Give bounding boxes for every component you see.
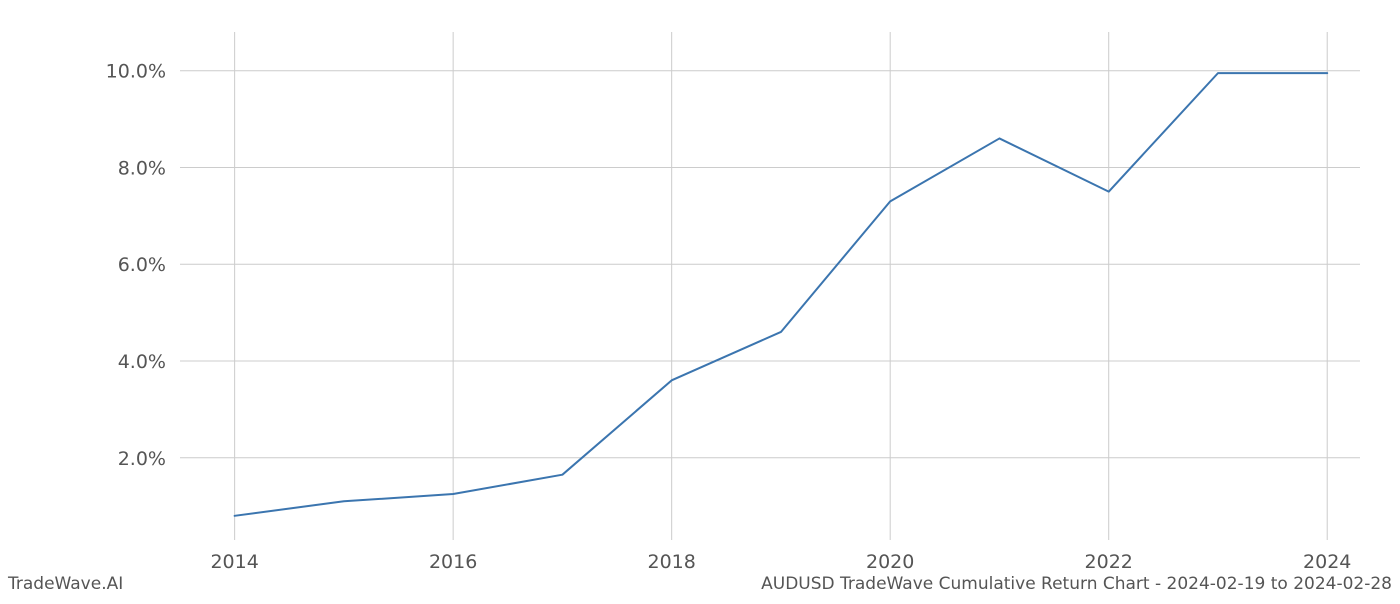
line-chart: 2014 2016 2018 2020 2022 2024 2.0% 4.0% 6.0% 8.0%… xyxy=(0,0,1400,600)
footer-right-text: AUDUSD TradeWave Cumulative Return Chart… xyxy=(761,574,1392,594)
footer-left-text: TradeWave.AI xyxy=(8,574,123,594)
y-tick-label: 4.0% xyxy=(118,351,166,373)
x-tick-label: 2016 xyxy=(429,551,477,573)
y-tick-label: 8.0% xyxy=(118,157,166,179)
y-tick-label: 10.0% xyxy=(106,61,166,83)
y-tick-label: 2.0% xyxy=(118,448,166,470)
x-tick-label: 2018 xyxy=(647,551,695,573)
x-tick-label: 2024 xyxy=(1303,551,1351,573)
x-tick-label: 2022 xyxy=(1085,551,1133,573)
x-tick-label: 2014 xyxy=(210,551,258,573)
chart-container: 2014 2016 2018 2020 2022 2024 2.0% 4.0% 6.0% 8.0%… xyxy=(0,0,1400,600)
x-tick-label: 2020 xyxy=(866,551,914,573)
y-tick-label: 6.0% xyxy=(118,254,166,276)
